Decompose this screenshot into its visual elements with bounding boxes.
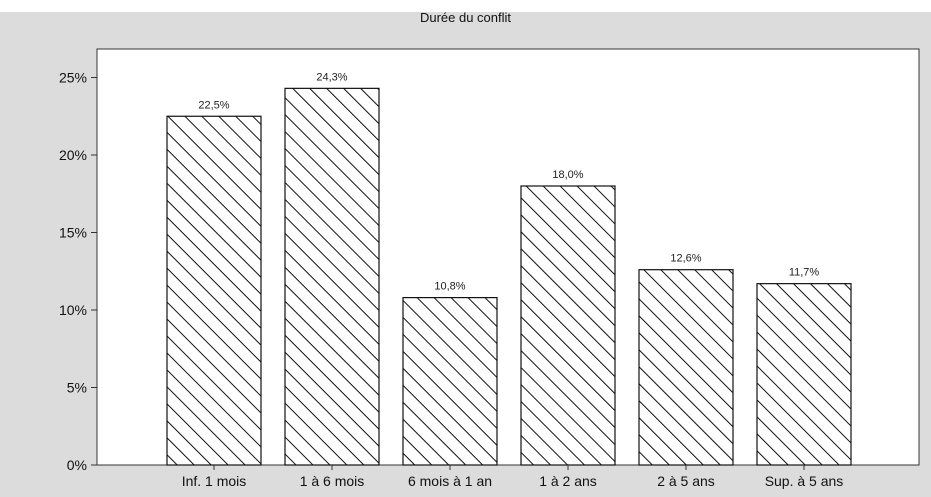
x-tick-label: 6 mois à 1 an (408, 473, 492, 489)
data-label: 22,5% (198, 99, 229, 111)
data-label: 24,3% (316, 71, 347, 83)
data-label: 18,0% (552, 169, 583, 181)
x-tick-label: 1 à 6 mois (300, 473, 365, 489)
data-label: 11,7% (789, 267, 820, 279)
x-tick-label: Inf. 1 mois (182, 473, 247, 489)
bar (403, 298, 497, 465)
y-axis: 0% 5% 10% 15% 20% 25% (59, 70, 97, 474)
x-tick-label: 1 à 2 ans (539, 473, 597, 489)
bar (285, 88, 379, 465)
x-tick-label: 2 à 5 ans (657, 473, 715, 489)
y-tick-label: 20% (59, 147, 87, 163)
y-tick-label: 0% (67, 457, 87, 473)
bar (639, 270, 733, 465)
bar (521, 186, 615, 465)
y-tick-label: 15% (59, 225, 87, 241)
x-tick-label: Sup. à 5 ans (765, 473, 844, 489)
y-tick-label: 10% (59, 302, 87, 318)
bar (757, 284, 851, 465)
bar (167, 116, 261, 465)
x-axis: Inf. 1 mois 1 à 6 mois 6 mois à 1 an 1 à 2 … (182, 465, 844, 489)
y-tick-label: 25% (59, 70, 87, 86)
data-label: 10,8% (434, 281, 465, 293)
data-label: 12,6% (670, 253, 701, 265)
y-tick-label: 5% (67, 380, 87, 396)
